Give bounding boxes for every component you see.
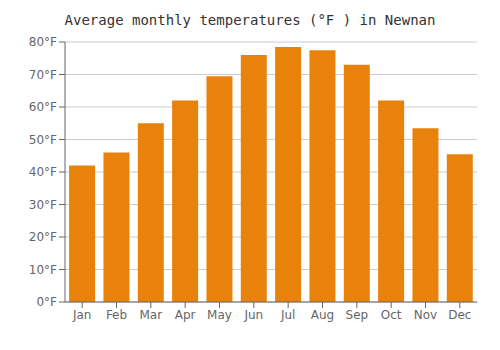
svg-text:40°F: 40°F [29,165,57,179]
svg-text:30°F: 30°F [29,198,57,212]
svg-text:Sep: Sep [346,308,369,322]
svg-text:Jul: Jul [280,308,295,322]
svg-text:10°F: 10°F [29,263,57,277]
svg-text:Jun: Jun [243,308,263,322]
svg-text:Jan: Jan [72,308,92,322]
svg-text:May: May [207,308,232,322]
svg-text:Feb: Feb [106,308,127,322]
svg-text:Aug: Aug [311,308,334,322]
svg-text:80°F: 80°F [29,35,57,49]
svg-text:70°F: 70°F [29,68,57,82]
svg-text:60°F: 60°F [29,100,57,114]
svg-text:20°F: 20°F [29,230,57,244]
svg-text:Apr: Apr [175,308,196,322]
svg-text:Dec: Dec [448,308,471,322]
html-text:Average monthly temperatures (: Average monthly temperatures (°F ) in Ne… [64,12,436,28]
svg-text:Nov: Nov [414,308,437,322]
svg-text:0°F: 0°F [36,295,57,309]
svg-text:50°F: 50°F [29,133,57,147]
svg-text:Oct: Oct [381,308,402,322]
svg-text:Mar: Mar [140,308,163,322]
